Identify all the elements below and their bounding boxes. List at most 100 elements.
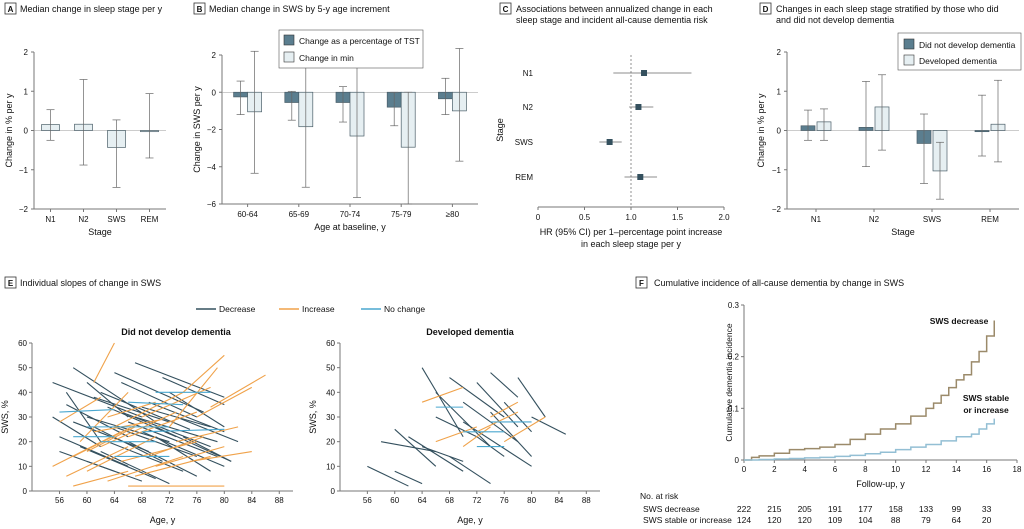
panel-e-slope-line: [148, 436, 204, 457]
panel-e-slope-line: [141, 431, 225, 467]
legend-label-no-dementia: Did not develop dementia: [919, 40, 1016, 50]
panel-e-slope-line: [86, 436, 156, 472]
legend-swatch-pct-tst: [283, 34, 295, 46]
panel-e-x-label: Age, y: [150, 515, 176, 525]
panel-A-x-tick-label: N2: [78, 215, 89, 224]
panel-d-title: Changes in each sleep stage stratified b…: [776, 4, 999, 14]
at-risk-value: 79: [921, 515, 931, 525]
panel-e-x-tick-label: 72: [472, 496, 481, 505]
panel-c-x-tick-label: 1.5: [672, 213, 684, 222]
panel-e-y-tick-label: 50: [18, 364, 27, 373]
panel-e-slope-line: [134, 416, 218, 443]
panel-f-curve: [744, 320, 995, 461]
panel-e-x-tick-label: 56: [363, 496, 372, 505]
panel-e-slope-line: [114, 391, 184, 428]
panel-e-slope-line: [421, 446, 464, 462]
panel-e-y-tick-label: 10: [326, 462, 335, 471]
panel-e-slope-line: [189, 450, 252, 462]
panel-B-y-tick-label: 0: [212, 88, 217, 97]
at-risk-row-label: SWS stable or increase: [643, 515, 732, 525]
panel-e-slope-line: [367, 465, 409, 487]
panel-A-x-tick-label: N1: [45, 215, 56, 224]
at-risk-value: 120: [798, 515, 812, 525]
panel-e-slope-line: [128, 401, 184, 406]
panel-e-slope-line: [66, 446, 129, 477]
panel-e-legend-label: Decrease: [219, 304, 256, 314]
legend-swatch-no-dementia: [903, 38, 915, 50]
panel-f-x-tick-label: 8: [863, 465, 868, 474]
panel-e-x-tick-label: 68: [137, 496, 146, 505]
panel-D-x-tick-label: N1: [811, 215, 822, 224]
panel-e-title: Individual slopes of change in SWS: [20, 278, 161, 288]
panel-D-y-label: Change in % per y: [756, 93, 766, 168]
panel-e-slope-line: [196, 386, 253, 418]
panel-e-x-tick-label: 68: [445, 496, 454, 505]
panel-e-slope-line: [100, 451, 170, 485]
panel-e-x-tick-label: 76: [500, 496, 509, 505]
panel-e-slope-line: [435, 391, 491, 447]
panel-e-slope-line: [169, 391, 225, 428]
legend-label-dementia: Developed dementia: [919, 56, 997, 66]
panel-f-y-tick-label: 0.2: [728, 353, 740, 362]
panel-A-y-tick-label: −2: [19, 205, 29, 214]
panel-e-slope-line: [79, 446, 156, 480]
panel-e-slope-line: [59, 409, 115, 413]
panel-e-slope-line: [93, 418, 163, 433]
panel-f-letter: F: [639, 279, 644, 288]
panel-D-y-tick-label: 2: [777, 48, 782, 57]
panel-B-y-tick-label: −4: [207, 163, 217, 172]
at-risk-value: 109: [828, 515, 842, 525]
panel-e-letter: E: [8, 279, 14, 288]
panel-d-letter: D: [763, 5, 769, 14]
panel-D-x-tick-label: N2: [869, 215, 880, 224]
panel-e-x-tick-label: 56: [55, 496, 64, 505]
panel-e-slope-line: [162, 377, 225, 406]
panel-e-slope-line: [449, 456, 491, 485]
panel-B-x-tick-label: 60-64: [237, 210, 258, 219]
panel-e-x-tick-label: 80: [527, 496, 536, 505]
panel-e-slope-line: [462, 421, 532, 467]
panel-c-badge: [499, 2, 512, 15]
panel-e-y-label: SWS, %: [308, 400, 318, 434]
panel-f-x-label: Follow-up, y: [856, 479, 905, 489]
panel-e-slope-line: [168, 367, 218, 428]
panel-B-x-tick-label: 75-79: [391, 210, 412, 219]
panel-e-slope-line: [127, 441, 198, 477]
panel-e-slope-line: [421, 367, 464, 438]
panel-b-title: Median change in SWS by 5-y age incremen…: [209, 4, 390, 14]
panel-e-legend-label: Increase: [302, 304, 335, 314]
panel-e-x-tick-label: 84: [247, 496, 256, 505]
panel-B-x-tick-label: 65-69: [289, 210, 310, 219]
panel-B-y-tick-label: −2: [207, 126, 217, 135]
panel-f-curve: [744, 418, 995, 461]
panel-A-y-tick-label: −1: [19, 166, 29, 175]
panel-D-x-label: Stage: [891, 227, 915, 237]
panel-e-x-tick-label: 80: [220, 496, 229, 505]
at-risk-value: 222: [737, 504, 751, 514]
panel-e-slope-line: [52, 416, 101, 448]
panel-c-hr-point: [641, 70, 648, 76]
panel-a-badge: [4, 2, 17, 15]
panel-e-slope-line: [59, 436, 129, 467]
panel-e-slope-line: [490, 372, 519, 398]
at-risk-value: 158: [889, 504, 903, 514]
panel-e-slope-line: [72, 421, 143, 457]
panel-D-y-tick-label: 1: [777, 87, 782, 96]
panel-d-badge: [759, 2, 772, 15]
at-risk-value: 205: [798, 504, 812, 514]
panel-a-letter: A: [8, 5, 14, 14]
panel-e-y-tick-label: 0: [23, 487, 28, 496]
panel-c-x-tick-label: 2.0: [718, 213, 730, 222]
panel-e-y-tick-label: 30: [18, 413, 27, 422]
panel-e-slope-line: [490, 411, 532, 457]
panel-e-y-tick-label: 40: [18, 388, 27, 397]
panel-D-y-tick-label: −2: [772, 205, 782, 214]
panel-f-x-tick-label: 18: [1013, 465, 1022, 474]
panel-c-hr-point: [606, 139, 613, 145]
panel-c-hr-point: [637, 174, 644, 180]
panel-B-y-label: Change in SWS per y: [192, 86, 202, 173]
at-risk-value: 133: [919, 504, 933, 514]
panel-f-y-tick-label: 0.1: [728, 404, 740, 413]
panel-e-x-tick-label: 72: [165, 496, 174, 505]
panel-c-title: sleep stage and incident all-cause demen…: [516, 15, 708, 25]
